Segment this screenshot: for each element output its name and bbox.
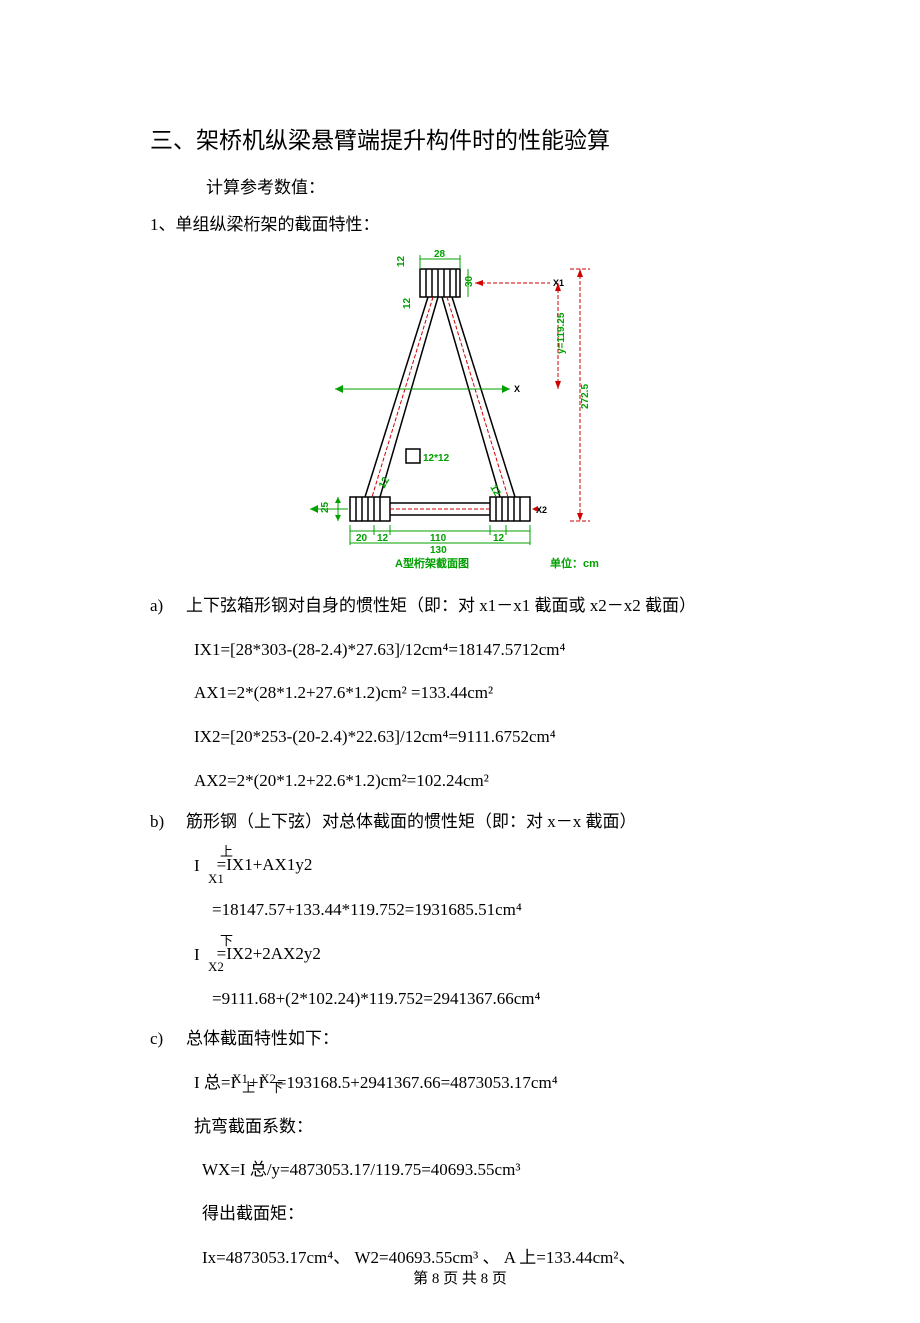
section-title: 三、架桥机纵梁悬臂端提升构件时的性能验算 bbox=[150, 120, 770, 161]
page-footer: 第 8 页 共 8 页 bbox=[0, 1266, 920, 1293]
dim-bot-seg2: 12 bbox=[377, 533, 389, 544]
calc-c3: WX=I 总/y=4873053.17/119.75=40693.55cm³ bbox=[202, 1152, 770, 1188]
calc-c1-rest: =193168.5+2941367.66=4873053.17cm⁴ bbox=[277, 1073, 558, 1092]
item-1: 1、单组纵梁桁架的截面特性： bbox=[150, 210, 770, 241]
dim-bot-seg1: 20 bbox=[356, 533, 368, 544]
dim-total-h: 272.5 bbox=[580, 383, 591, 408]
dim-top-height: 30 bbox=[464, 275, 475, 287]
calc-b3: I 下 X2 =IX2+2AX2y2 bbox=[194, 936, 770, 973]
item-1-label: 1、 bbox=[150, 215, 176, 234]
cross-section-diagram: 28 12 30 12 12*12 bbox=[150, 249, 770, 580]
calc-c1: I 总=I上X1 +I下X2 =193168.5+2941367.66=4873… bbox=[194, 1065, 770, 1101]
item-c-text: 总体截面特性如下： bbox=[186, 1029, 339, 1048]
calc-c2: 抗弯截面系数： bbox=[194, 1109, 770, 1145]
dim-bot-mid: 110 bbox=[430, 533, 447, 544]
dim-top-width: 28 bbox=[434, 249, 446, 260]
item-b-text: 筋形钢（上下弦）对总体截面的惯性矩（即：对 x－x 截面） bbox=[186, 812, 637, 831]
calc-a1: IX1=[28*303-(28-2.4)*27.63]/12cm⁴=18147.… bbox=[194, 632, 770, 668]
dim-bot-height: 25 bbox=[320, 501, 331, 513]
frac-b1: I 上 X1 bbox=[194, 848, 200, 884]
item-c-label: c) bbox=[150, 1024, 186, 1055]
item-b: b)筋形钢（上下弦）对总体截面的惯性矩（即：对 x－x 截面） bbox=[150, 807, 770, 838]
item-c: c)总体截面特性如下： bbox=[150, 1024, 770, 1055]
frac-b2-base: I bbox=[194, 945, 200, 964]
dim-y: y=119.25 bbox=[556, 312, 567, 354]
frac-b1-sup: 上 bbox=[220, 838, 233, 865]
reference-values-label: 计算参考数值： bbox=[206, 173, 770, 204]
label-x: X bbox=[514, 384, 520, 394]
diagram-caption-right: 单位：cm bbox=[550, 556, 599, 569]
calc-a4: AX2=2*(20*1.2+22.6*1.2)cm²=102.24cm² bbox=[194, 763, 770, 799]
dim-bot-total: 130 bbox=[430, 545, 447, 556]
item-a-text: 上下弦箱形钢对自身的惯性矩（即：对 x1－x1 截面或 x2－x2 截面） bbox=[186, 596, 696, 615]
calc-a3: IX2=[20*253-(20-2.4)*22.63]/12cm⁴=9111.6… bbox=[194, 719, 770, 755]
diagram-caption-left: A型桁架截面图 bbox=[395, 556, 469, 569]
calc-c1-pre: I 总=I bbox=[194, 1073, 236, 1092]
dim-top-side-left: 12 bbox=[396, 255, 407, 267]
item-1-text: 单组纵梁桁架的截面特性： bbox=[176, 215, 380, 234]
item-a-label: a) bbox=[150, 591, 186, 622]
item-a: a)上下弦箱形钢对自身的惯性矩（即：对 x1－x1 截面或 x2－x2 截面） bbox=[150, 591, 770, 622]
calc-c4: 得出截面矩： bbox=[202, 1196, 770, 1232]
calc-b1: I 上 X1 =IX1+AX1y2 bbox=[194, 847, 770, 884]
frac-b2-sup: 下 bbox=[220, 927, 233, 954]
frac-b2-sub: X2 bbox=[208, 953, 224, 980]
frac-b1-base: I bbox=[194, 856, 200, 875]
calc-b2: =18147.57+133.44*119.752=1931685.51cm⁴ bbox=[212, 892, 770, 928]
dim-box-label: 12*12 bbox=[423, 453, 450, 464]
frac-b2: I 下 X2 bbox=[194, 937, 200, 973]
item-b-label: b) bbox=[150, 807, 186, 838]
calc-b4: =9111.68+(2*102.24)*119.752=2941367.66cm… bbox=[212, 981, 770, 1017]
dim-top-side-low: 12 bbox=[402, 297, 413, 309]
dim-leg-left: 12 bbox=[377, 475, 392, 491]
frac-c1a-sub: X1 bbox=[232, 1065, 248, 1092]
dim-bot-seg3: 12 bbox=[493, 533, 505, 544]
frac-b1-sub: X1 bbox=[208, 865, 224, 892]
frac-c1b-sub: X2 bbox=[260, 1065, 276, 1092]
calc-a2: AX1=2*(28*1.2+27.6*1.2)cm² =133.44cm² bbox=[194, 675, 770, 711]
